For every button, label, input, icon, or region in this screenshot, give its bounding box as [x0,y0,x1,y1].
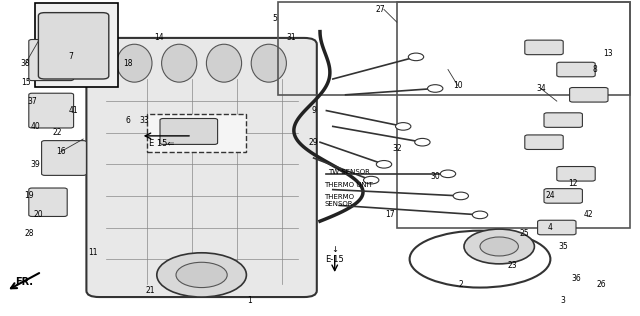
Circle shape [428,85,443,92]
FancyBboxPatch shape [42,141,86,175]
Bar [397,2,630,228]
Circle shape [415,138,430,146]
Text: 5: 5 [273,15,278,23]
FancyBboxPatch shape [160,118,218,144]
Text: 21: 21 [146,286,155,295]
FancyBboxPatch shape [544,189,582,203]
Text: 42: 42 [584,210,594,219]
Text: FR.: FR. [15,277,33,287]
FancyBboxPatch shape [38,13,109,79]
Text: 27: 27 [376,5,386,14]
Ellipse shape [206,44,242,82]
Text: 29: 29 [308,138,319,147]
FancyBboxPatch shape [29,188,67,216]
Text: THERMO UNIT: THERMO UNIT [324,182,373,188]
Circle shape [408,53,424,61]
Text: TW SENSOR: TW SENSOR [328,169,370,175]
Text: 1: 1 [247,296,252,305]
Circle shape [472,211,488,219]
FancyBboxPatch shape [570,88,608,102]
Text: 15: 15 [20,78,31,87]
Circle shape [376,161,392,168]
Text: 28: 28 [24,229,33,238]
Text: 26: 26 [596,280,607,289]
Ellipse shape [162,44,197,82]
Text: 8: 8 [593,65,598,74]
Text: 37: 37 [27,97,37,106]
Text: 30: 30 [430,173,440,181]
Text: 32: 32 [392,144,402,153]
Bar [147,114,246,152]
Text: 41: 41 [68,106,79,115]
Text: 39: 39 [30,160,40,169]
FancyBboxPatch shape [538,220,576,235]
Text: 9: 9 [311,106,316,115]
Text: E 15⇐: E 15⇐ [148,139,174,148]
Ellipse shape [252,44,287,82]
Text: 11: 11 [88,248,97,257]
Circle shape [157,253,246,297]
FancyBboxPatch shape [29,40,74,81]
Text: 18: 18 [124,59,132,68]
Text: 2: 2 [458,280,463,289]
FancyBboxPatch shape [557,167,595,181]
Text: ↓
E-15: ↓ E-15 [325,245,344,264]
Text: 17: 17 [385,210,396,219]
Text: 7: 7 [68,52,73,61]
Text: 19: 19 [24,191,34,200]
FancyBboxPatch shape [525,135,563,149]
Text: 31: 31 [286,33,296,42]
Text: 25: 25 [520,229,530,238]
Circle shape [396,123,411,130]
Circle shape [440,170,456,178]
Circle shape [364,176,379,184]
FancyBboxPatch shape [557,62,595,77]
FancyBboxPatch shape [544,113,582,127]
Text: 6: 6 [125,116,131,125]
Text: 3: 3 [561,296,566,305]
Text: 12: 12 [568,179,577,188]
FancyBboxPatch shape [525,40,563,55]
Circle shape [453,192,468,200]
Text: 20: 20 [33,210,44,219]
Text: 4: 4 [548,223,553,232]
Text: 10: 10 [452,81,463,90]
Text: 16: 16 [56,147,66,156]
Text: 35: 35 [558,242,568,251]
Text: 23: 23 [507,261,517,270]
Circle shape [176,262,227,288]
Text: 14: 14 [154,33,164,42]
Text: 13: 13 [603,49,613,58]
Circle shape [480,237,518,256]
Text: 40: 40 [30,122,40,131]
Text: 24: 24 [545,191,556,200]
Text: 34: 34 [536,84,546,93]
Text: 38: 38 [20,59,31,68]
Circle shape [464,229,534,264]
Bar [35,3,118,87]
Text: THERMO
SENSOR: THERMO SENSOR [324,194,354,207]
Ellipse shape [117,44,152,82]
Bar [278,2,630,95]
Text: 33: 33 [139,116,149,125]
FancyBboxPatch shape [29,93,74,128]
Text: 22: 22 [53,128,62,137]
Text: 36: 36 [571,274,581,283]
FancyBboxPatch shape [86,38,317,297]
